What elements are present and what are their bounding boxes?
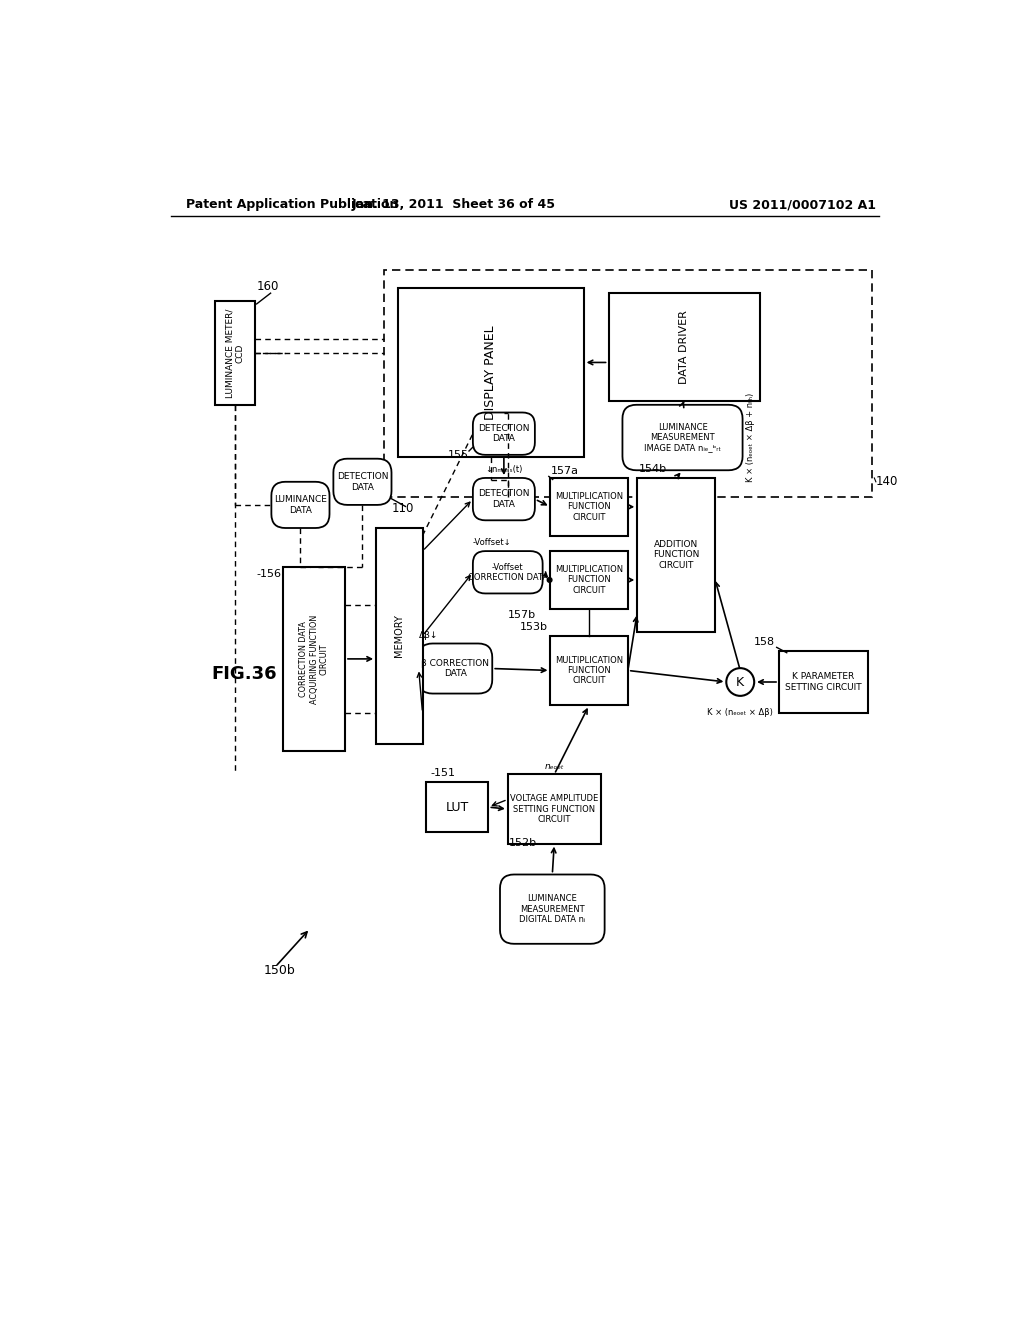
FancyBboxPatch shape xyxy=(623,405,742,470)
FancyBboxPatch shape xyxy=(473,412,535,455)
Text: 157a: 157a xyxy=(550,466,579,477)
Text: -156: -156 xyxy=(256,569,282,579)
Text: LUT: LUT xyxy=(445,801,469,813)
FancyBboxPatch shape xyxy=(550,478,628,536)
Text: 152b: 152b xyxy=(509,838,538,847)
Text: MULTIPLICATION
FUNCTION
CIRCUIT: MULTIPLICATION FUNCTION CIRCUIT xyxy=(555,492,624,521)
Text: K: K xyxy=(736,676,744,689)
Text: DETECTION
DATA: DETECTION DATA xyxy=(478,490,529,508)
Text: -151: -151 xyxy=(430,768,456,779)
Text: K PARAMETER
SETTING CIRCUIT: K PARAMETER SETTING CIRCUIT xyxy=(785,672,862,692)
FancyBboxPatch shape xyxy=(500,875,604,944)
Text: VOLTAGE AMPLITUDE
SETTING FUNCTION
CIRCUIT: VOLTAGE AMPLITUDE SETTING FUNCTION CIRCU… xyxy=(510,795,598,824)
FancyBboxPatch shape xyxy=(508,775,601,843)
Text: DISPLAY PANEL: DISPLAY PANEL xyxy=(484,325,498,420)
Text: LUMINANCE METER/
CCD: LUMINANCE METER/ CCD xyxy=(225,308,245,397)
Text: K × (nₑₒₑₜ × Δβ + nₜₕ): K × (nₑₒₑₜ × Δβ + nₜₕ) xyxy=(746,393,756,482)
FancyBboxPatch shape xyxy=(473,552,543,594)
FancyBboxPatch shape xyxy=(779,651,868,713)
Text: MEMORY: MEMORY xyxy=(394,614,404,657)
Circle shape xyxy=(547,578,552,582)
FancyBboxPatch shape xyxy=(608,293,760,401)
Text: FIG.36: FIG.36 xyxy=(212,665,278,684)
Text: LUMINANCE
MEASUREMENT
IMAGE DATA nᵢₑ_ᵇᵣₜ: LUMINANCE MEASUREMENT IMAGE DATA nᵢₑ_ᵇᵣₜ xyxy=(644,422,721,453)
FancyBboxPatch shape xyxy=(334,459,391,506)
Text: Δβ↓: Δβ↓ xyxy=(419,631,438,640)
Text: ↓nₘₑₐₛ(t): ↓nₘₑₐₛ(t) xyxy=(485,465,522,474)
Text: MULTIPLICATION
FUNCTION
CIRCUIT: MULTIPLICATION FUNCTION CIRCUIT xyxy=(555,656,624,685)
Text: 158: 158 xyxy=(754,638,775,647)
FancyBboxPatch shape xyxy=(397,288,584,457)
Text: β CORRECTION
DATA: β CORRECTION DATA xyxy=(422,659,489,678)
Text: MULTIPLICATION
FUNCTION
CIRCUIT: MULTIPLICATION FUNCTION CIRCUIT xyxy=(555,565,624,595)
Text: 110: 110 xyxy=(391,502,414,515)
Text: 160: 160 xyxy=(257,280,279,293)
Text: US 2011/0007102 A1: US 2011/0007102 A1 xyxy=(729,198,876,211)
FancyBboxPatch shape xyxy=(271,482,330,528)
Text: Patent Application Publication: Patent Application Publication xyxy=(186,198,398,211)
Text: -Voffset
CORRECTION DATA: -Voffset CORRECTION DATA xyxy=(468,562,548,582)
Text: nₑₒₑₜ: nₑₒₑₜ xyxy=(545,762,564,771)
FancyBboxPatch shape xyxy=(473,478,535,520)
Text: 157b: 157b xyxy=(508,610,536,620)
Text: 154b: 154b xyxy=(639,465,667,474)
Text: DETECTION
DATA: DETECTION DATA xyxy=(478,424,529,444)
FancyBboxPatch shape xyxy=(376,528,423,743)
FancyBboxPatch shape xyxy=(637,478,715,632)
Text: DATA DRIVER: DATA DRIVER xyxy=(679,310,689,384)
Text: Jan. 13, 2011  Sheet 36 of 45: Jan. 13, 2011 Sheet 36 of 45 xyxy=(351,198,555,211)
Text: 155: 155 xyxy=(449,450,469,459)
FancyBboxPatch shape xyxy=(215,301,255,405)
FancyBboxPatch shape xyxy=(419,644,493,693)
Text: 140: 140 xyxy=(876,475,898,488)
Text: -Voffset↓: -Voffset↓ xyxy=(473,539,512,548)
Text: 153b: 153b xyxy=(520,622,548,632)
Text: LUMINANCE
DATA: LUMINANCE DATA xyxy=(274,495,327,515)
FancyBboxPatch shape xyxy=(550,552,628,609)
Text: K × (nₑₒₑₜ × Δβ): K × (nₑₒₑₜ × Δβ) xyxy=(708,709,773,717)
Text: DETECTION
DATA: DETECTION DATA xyxy=(337,473,388,491)
Text: LUMINANCE
MEASUREMENT
DIGITAL DATA nᵢ: LUMINANCE MEASUREMENT DIGITAL DATA nᵢ xyxy=(519,894,586,924)
FancyBboxPatch shape xyxy=(283,566,345,751)
Text: CORRECTION DATA
ACQUIRING FUNCTION
CIRCUIT: CORRECTION DATA ACQUIRING FUNCTION CIRCU… xyxy=(299,614,329,704)
Text: 150b: 150b xyxy=(263,964,295,977)
FancyBboxPatch shape xyxy=(550,636,628,705)
FancyBboxPatch shape xyxy=(426,781,488,832)
Text: ADDITION
FUNCTION
CIRCUIT: ADDITION FUNCTION CIRCUIT xyxy=(652,540,699,570)
